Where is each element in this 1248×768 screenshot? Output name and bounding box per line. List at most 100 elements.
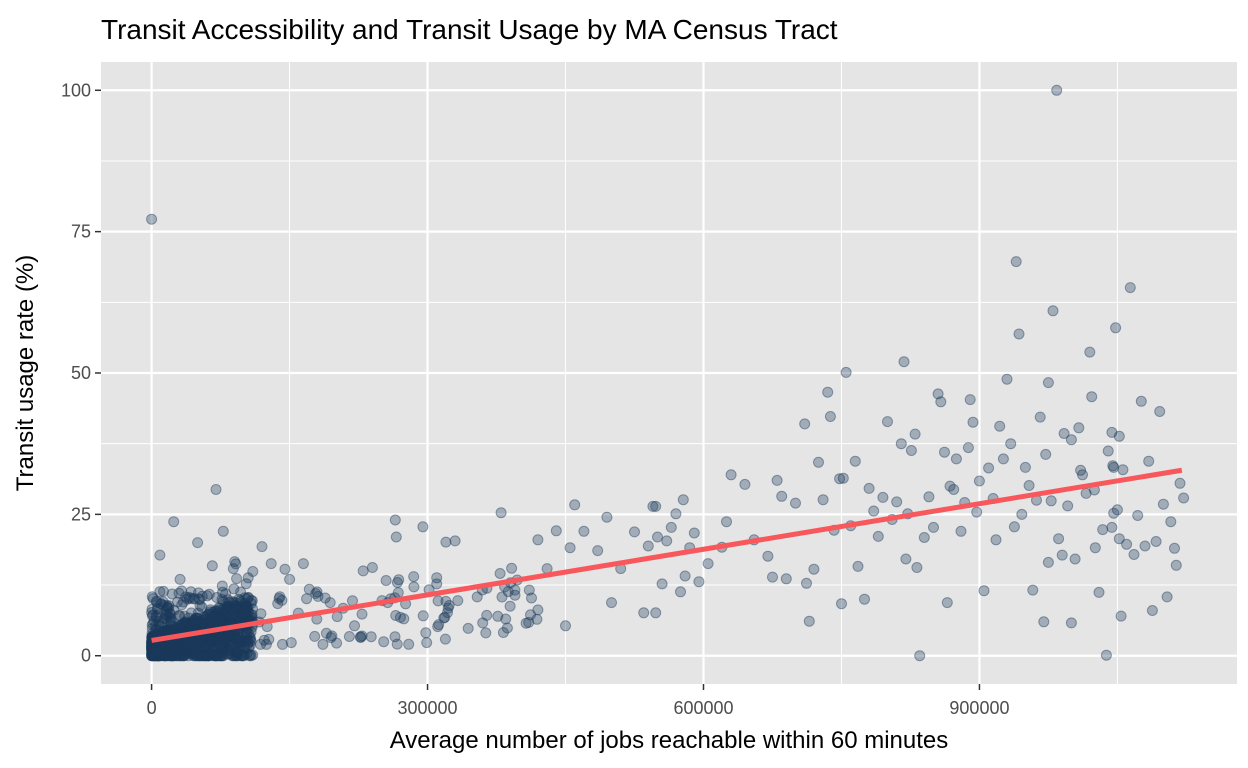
data-point [255, 638, 266, 650]
data-point [1100, 649, 1112, 661]
data-point [152, 650, 164, 662]
data-point [222, 635, 234, 647]
data-point [349, 620, 360, 632]
data-point [417, 521, 429, 533]
data-point [973, 475, 985, 487]
data-point [239, 601, 251, 613]
data-point [220, 598, 232, 610]
data-point [204, 606, 216, 618]
data-point [146, 644, 158, 656]
data-point [967, 416, 979, 428]
data-point [173, 638, 185, 650]
data-point [190, 617, 202, 629]
data-point [161, 624, 173, 636]
data-point [408, 571, 420, 583]
data-point [215, 613, 227, 625]
data-point [178, 619, 190, 631]
data-point [167, 639, 179, 651]
data-point [237, 650, 249, 662]
data-point [150, 595, 162, 607]
data-point [506, 562, 518, 574]
data-point [154, 650, 166, 662]
data-point [211, 632, 223, 644]
data-point [900, 553, 912, 565]
data-point [190, 617, 202, 628]
data-point [230, 610, 242, 621]
data-point [168, 516, 180, 528]
data-point [175, 649, 187, 661]
data-point [157, 650, 169, 662]
data-point [209, 609, 221, 621]
data-point [213, 607, 225, 619]
data-point [184, 593, 196, 605]
data-point [234, 601, 246, 613]
data-point [151, 645, 163, 657]
data-point [240, 600, 252, 612]
data-point [520, 617, 532, 629]
data-point [212, 650, 224, 662]
data-point [243, 628, 255, 640]
data-point [234, 648, 246, 660]
data-point [241, 648, 253, 659]
data-point [171, 641, 183, 653]
data-point [213, 647, 225, 659]
data-point [154, 650, 166, 662]
data-point [234, 636, 246, 648]
data-point [156, 646, 168, 658]
data-point [868, 505, 880, 517]
data-point [1157, 498, 1169, 510]
data-point [164, 608, 176, 620]
data-point [153, 642, 165, 654]
data-point [175, 619, 187, 631]
data-point [297, 558, 309, 570]
data-point [1154, 406, 1166, 417]
x-tick-label: 600000 [673, 698, 733, 718]
data-point [208, 635, 220, 647]
data-point [172, 644, 184, 655]
data-point [1038, 616, 1050, 628]
data-point [151, 602, 163, 614]
data-point [201, 650, 213, 662]
data-point [274, 591, 286, 603]
data-point [1117, 464, 1129, 476]
data-point [171, 639, 183, 651]
data-point [227, 650, 239, 662]
data-point [391, 638, 403, 650]
data-point [155, 641, 167, 653]
data-point [188, 646, 200, 658]
data-point [166, 642, 178, 654]
data-point [242, 635, 254, 647]
data-point [157, 599, 169, 611]
data-point [204, 604, 216, 616]
data-point [180, 639, 192, 651]
data-point [150, 612, 162, 623]
data-point [182, 650, 194, 662]
data-point [210, 650, 222, 662]
data-point [273, 593, 285, 604]
data-point [500, 613, 512, 625]
data-point [1115, 610, 1127, 622]
data-point [241, 603, 253, 615]
data-point [923, 491, 935, 503]
data-point [166, 650, 178, 662]
data-point [209, 650, 221, 662]
data-point [504, 600, 516, 612]
data-point [151, 644, 163, 656]
data-point [149, 646, 161, 658]
data-point [188, 617, 200, 629]
data-point [1001, 373, 1013, 385]
data-point [525, 609, 536, 621]
data-point [232, 638, 243, 650]
data-point [205, 608, 217, 620]
data-point [158, 642, 170, 654]
data-point [192, 537, 204, 549]
data-point [214, 602, 226, 614]
data-point [939, 446, 950, 458]
data-point [932, 388, 944, 400]
data-point [187, 619, 199, 631]
data-point [160, 613, 172, 625]
data-point [211, 608, 223, 620]
data-point [197, 650, 209, 662]
data-point [211, 592, 223, 603]
data-point [231, 600, 243, 612]
